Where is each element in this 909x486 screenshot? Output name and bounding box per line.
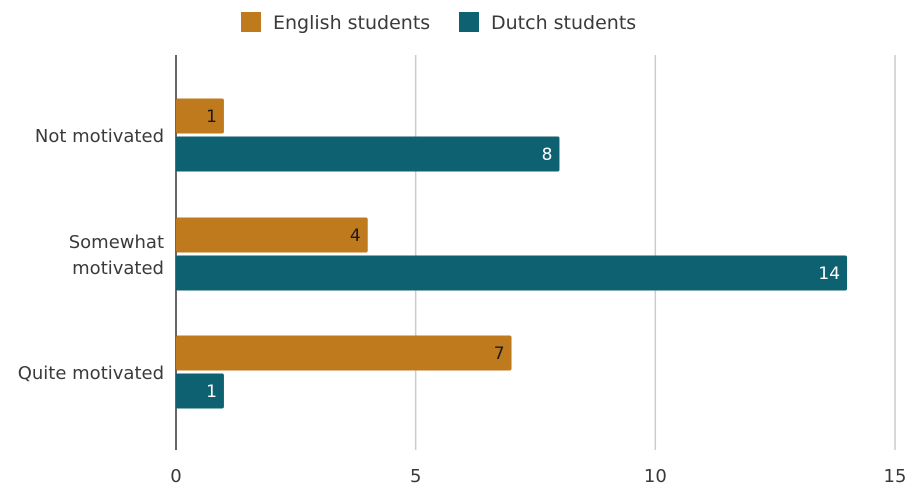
x-tick-label: 0 [170,466,181,486]
bar [176,373,224,409]
legend-swatch [241,12,261,32]
data-label: 14 [818,264,840,284]
category-label: Somewhat [69,232,164,253]
category-label: Quite motivated [18,363,164,384]
x-tick-label: 10 [644,466,667,486]
data-label: 8 [542,145,553,165]
legend-swatch [459,12,479,32]
category-label: motivated [72,258,164,279]
data-label: 4 [350,226,361,246]
bar [176,335,512,371]
data-label: 1 [206,382,217,402]
category-label: Not motivated [35,126,164,147]
x-tick-label: 15 [884,466,907,486]
legend-label: English students [273,12,430,34]
data-label: 1 [206,107,217,127]
bar [176,255,848,291]
bar [176,217,368,253]
legend-label: Dutch students [491,12,636,34]
bar [176,98,224,134]
data-label: 7 [494,344,505,364]
x-tick-label: 5 [410,466,421,486]
bar [176,136,560,172]
